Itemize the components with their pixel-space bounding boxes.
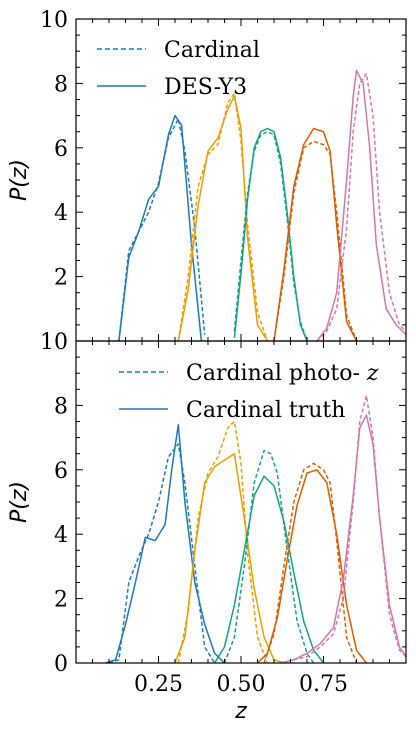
bottom-y-tick-label: 6 (54, 459, 68, 484)
bottom-series-bin2-solid (174, 452, 285, 664)
top-legend-label-cardinal: Cardinal (164, 38, 260, 63)
bottom-y-tick-label: 4 (54, 523, 68, 548)
bottom-series-bin4-solid (256, 469, 367, 664)
top-legend: Cardinal DES-Y3 (97, 38, 260, 100)
bottom-legend-label-truth: Cardinal truth (186, 398, 345, 423)
top-y-tick-label: 10 (40, 8, 68, 33)
top-y-tick-label: 4 (54, 201, 68, 226)
top-series-layer (118, 69, 407, 342)
bottom-y-axis-label: P(z) (7, 481, 32, 523)
bottom-series-bin5-solid (280, 414, 407, 664)
bottom-x-tick-label: 0.50 (217, 672, 266, 697)
bottom-legend: Cardinal photo- z Cardinal truth (119, 361, 379, 423)
top-panel: 2 4 6 8 10 P(z) Cardinal DES-Y3 (7, 8, 407, 342)
top-y-tick-label: 8 (54, 72, 68, 97)
top-y-axis-label: P(z) (7, 159, 32, 201)
bottom-series-bin5-dashed (280, 394, 407, 664)
top-series-bin3-dashed (233, 130, 308, 342)
top-series-bin2-dashed (177, 92, 269, 342)
top-series-bin5-solid (316, 69, 407, 342)
top-series-bin2-solid (177, 95, 269, 342)
bottom-series-bin1-solid (105, 423, 226, 664)
top-axes-frame (75, 18, 407, 342)
top-series-bin4-solid (273, 127, 358, 342)
top-series-bin1-solid (118, 114, 203, 342)
bottom-legend-label-photoz-text: Cardinal photo- (186, 361, 360, 386)
top-series-bin4-dashed (273, 140, 358, 342)
bottom-tick-layer: 0 2 4 6 8 10 0.25 0.50 0.75 (40, 330, 406, 697)
bottom-x-tick-label: 0.75 (299, 672, 348, 697)
x-axis-label: z (234, 699, 247, 724)
bottom-panel: 0 2 4 6 8 10 0.25 0.50 0.75 P(z) z Cardinal phot… (7, 330, 407, 724)
bottom-y-tick-label: 2 (54, 588, 68, 613)
top-series-bin5-dashed (316, 72, 407, 342)
bottom-axes-frame (75, 340, 407, 664)
bottom-legend-label-photoz-italic-z: z (366, 361, 379, 386)
bottom-series-bin1-dashed (108, 443, 216, 664)
bottom-series-bin3-solid (213, 475, 325, 664)
top-y-tick-label: 2 (54, 266, 68, 291)
bottom-y-tick-label: 10 (40, 330, 68, 355)
bottom-y-tick-label: 0 (54, 652, 68, 677)
bottom-x-tick-label: 0.25 (134, 672, 183, 697)
bottom-legend-label-photoz: Cardinal photo- z (186, 361, 379, 386)
bottom-series-bin2-dashed (177, 420, 269, 664)
top-tick-layer: 2 4 6 8 10 (40, 8, 406, 342)
bottom-series-bin3-dashed (223, 449, 315, 664)
bottom-series-layer (105, 394, 407, 664)
top-y-tick-label: 6 (54, 137, 68, 162)
bottom-y-tick-label: 8 (54, 394, 68, 419)
top-series-bin1-dashed (118, 118, 206, 342)
bottom-series-bin4-dashed (263, 462, 358, 664)
top-series-bin3-solid (233, 127, 308, 342)
top-legend-label-desy3: DES-Y3 (164, 75, 247, 100)
